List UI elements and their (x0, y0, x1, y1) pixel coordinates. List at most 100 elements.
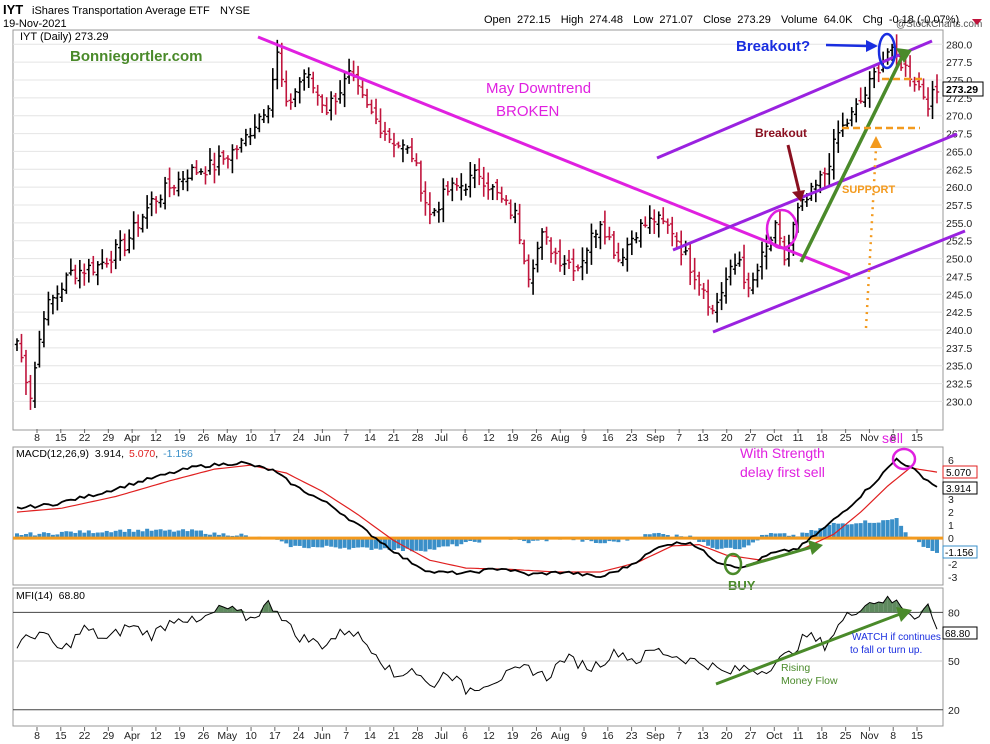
price-tick-label: 240.0 (946, 325, 972, 337)
mfi-overbought-segment (227, 606, 233, 613)
macd-hist-bar (764, 534, 769, 539)
price-bar (750, 272, 756, 295)
mfi-y-axis: 80 50 20 (13, 607, 960, 717)
price-bar (777, 211, 783, 250)
date-tick-label: 27 (745, 432, 757, 444)
price-bar (616, 242, 621, 263)
price-bar (517, 203, 522, 245)
macd-hist-bar (46, 533, 51, 539)
breakout-q-arrow-shaft (825, 43, 869, 48)
macd-hist-bar (297, 538, 302, 546)
price-bar (337, 80, 343, 104)
date-tick-label: 19 (507, 730, 519, 742)
price-panel-title: IYT (Daily) 273.29 (20, 31, 108, 43)
price-bar (589, 223, 594, 265)
macd-hist-tag (942, 545, 978, 559)
macd-hist-bar (899, 525, 904, 539)
macd-hist-bar (804, 532, 809, 539)
price-bar (324, 97, 329, 116)
price-bar (131, 211, 136, 250)
svg-text:Open 272.15 High: Open 272.15 High 274.48 Low 271.07 Close… (484, 14, 959, 26)
macd-hist-bar (854, 523, 859, 539)
price-gridlines (13, 43, 943, 402)
date-tick-label: 24 (293, 432, 305, 444)
watch-label-2: to fall or turn up. (850, 645, 922, 656)
price-bar (652, 209, 657, 234)
date-tick-label: 6 (462, 730, 468, 742)
price-bar (692, 257, 697, 290)
macd-hist-bar (181, 529, 186, 539)
price-bar (602, 210, 608, 245)
price-bar (55, 285, 60, 311)
macd-hist-bar (405, 538, 410, 549)
watch-label-1: WATCH if continues (852, 632, 941, 643)
price-bar (369, 99, 374, 115)
price-bar (638, 219, 644, 248)
date-tick-label: 18 (816, 730, 828, 742)
date-tick-label: 20 (721, 730, 733, 742)
price-bar (845, 118, 850, 129)
price-bar (37, 330, 42, 368)
macd-hist-bar (149, 530, 154, 539)
macd-title-value: 3.914 (95, 448, 121, 460)
date-tick-label: Jul (435, 730, 448, 742)
macd-hist-bar (930, 538, 935, 551)
macd-hist-bar (207, 534, 212, 539)
macd-hist-bar (840, 523, 845, 539)
date-tick-label: 26 (531, 730, 543, 742)
chart-date: 19-Nov-2021 (3, 18, 67, 30)
price-tick-label: 237.5 (946, 343, 972, 355)
price-bar (176, 171, 181, 197)
price-bar (665, 218, 670, 234)
price-bar (598, 221, 603, 250)
macd-hist-bar (611, 538, 616, 542)
price-bar (701, 282, 706, 299)
macd-hist-bar (100, 532, 105, 539)
macd-hist-bar (347, 538, 352, 550)
breakout-q-arrow-icon (866, 40, 878, 52)
price-bar (171, 184, 177, 196)
price-bar (32, 361, 38, 408)
price-bar (149, 191, 154, 217)
strength-label: With Strength (740, 445, 825, 461)
price-bar (109, 250, 114, 274)
macd-title-signal: 5.070 (129, 448, 155, 460)
breakout-circle (765, 208, 799, 250)
price-bar (611, 231, 617, 259)
price-bar (741, 244, 747, 290)
macd-hist-bar (77, 530, 82, 539)
macd-hist-tag-text: -1.156 (945, 548, 974, 559)
price-bar (257, 113, 262, 133)
macd-title-hist: -1.156 (163, 448, 193, 460)
chg-label: Chg (863, 14, 883, 26)
price-bar (306, 67, 311, 89)
mfi-tick-label: 20 (948, 705, 960, 717)
macd-hist-bar (454, 538, 459, 547)
price-bar (118, 230, 123, 261)
date-tick-label: 15 (55, 730, 67, 742)
price-bar (73, 264, 78, 285)
price-bar (104, 257, 109, 268)
macd-hist-bar (19, 535, 24, 539)
price-bar (723, 267, 729, 304)
date-tick-label: May (217, 730, 238, 742)
macd-hist-bar (593, 538, 598, 544)
macd-hist-bar (391, 538, 396, 550)
svg-text:MACD(12,26,9) 3.914, 5: MACD(12,26,9) 3.914, 5.070, -1.156 (16, 448, 193, 460)
price-bar (634, 232, 639, 244)
price-bar (566, 249, 572, 270)
macd-hist-bar (867, 522, 872, 539)
symbol: IYT (3, 2, 23, 17)
breakout-arrow-shaft (786, 144, 801, 192)
macd-hist-bar (589, 538, 594, 542)
money-flow-label: Money Flow (781, 675, 838, 687)
macd-hist-bar (306, 538, 311, 549)
uptrend-line (799, 52, 906, 263)
date-tick-label: 22 (79, 432, 91, 444)
macd-hist-bar (706, 538, 711, 546)
macd-hist-bar (472, 538, 477, 542)
macd-hist-bar (400, 538, 405, 552)
date-tick-label: Jun (314, 730, 331, 742)
date-tick-label: Oct (766, 432, 782, 444)
